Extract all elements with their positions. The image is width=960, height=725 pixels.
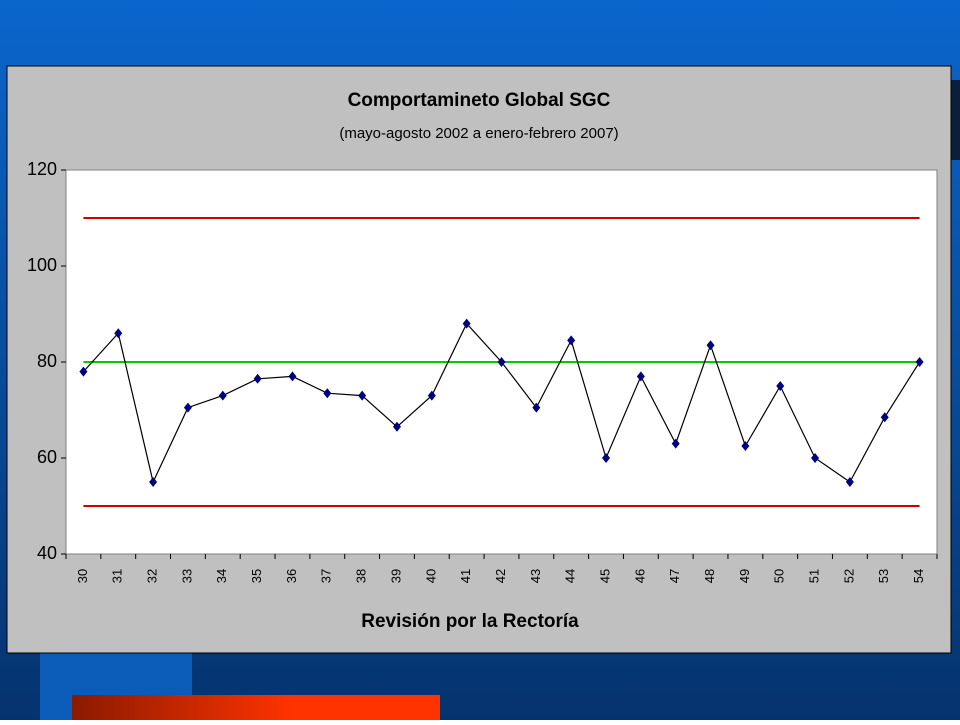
data-marker: [392, 421, 401, 432]
x-tick-label: 48: [702, 569, 717, 583]
x-tick-label: 49: [737, 569, 752, 583]
data-marker: [497, 357, 506, 367]
y-tick-label: 40: [37, 543, 57, 563]
x-tick-label: 35: [249, 569, 264, 583]
x-tick-label: 44: [563, 569, 578, 583]
data-marker: [183, 402, 192, 413]
x-tick-label: 46: [632, 569, 647, 583]
x-tick-label: 40: [423, 569, 438, 583]
x-axis-label: Revisión por la Rectoría: [361, 611, 579, 632]
data-marker: [149, 477, 158, 487]
data-marker: [671, 438, 680, 449]
y-tick-label: 80: [37, 351, 57, 371]
data-marker: [880, 412, 889, 423]
x-tick-label: 36: [284, 569, 299, 583]
x-tick-label: 34: [214, 569, 229, 583]
chart-title: Comportamineto Global SGC: [348, 90, 611, 111]
data-marker: [462, 318, 471, 329]
x-tick-label: 39: [388, 569, 403, 583]
y-tick-label: 100: [27, 255, 57, 275]
chart-subtitle: (mayo-agosto 2002 a enero-febrero 2007): [339, 125, 618, 142]
y-tick-label: 60: [37, 447, 57, 467]
data-marker: [427, 390, 436, 401]
data-marker: [811, 453, 820, 463]
x-tick-label: 30: [75, 569, 90, 583]
x-tick-label: 51: [806, 569, 821, 583]
data-marker: [776, 381, 785, 391]
data-marker: [218, 390, 227, 401]
data-marker: [358, 390, 367, 401]
x-tick-label: 50: [772, 569, 787, 583]
data-marker: [79, 366, 88, 377]
x-tick-label: 37: [319, 569, 334, 583]
x-tick-label: 53: [876, 569, 891, 583]
data-marker: [636, 371, 645, 382]
data-marker: [706, 340, 715, 351]
x-tick-label: 52: [841, 569, 856, 583]
data-marker: [532, 402, 541, 413]
data-marker: [567, 335, 576, 346]
x-tick-label: 47: [667, 569, 682, 583]
x-tick-label: 43: [528, 569, 543, 583]
data-marker: [114, 328, 123, 339]
x-tick-label: 32: [145, 569, 160, 583]
x-tick-label: 31: [110, 569, 125, 583]
x-tick-label: 45: [597, 569, 612, 583]
decor: [72, 695, 440, 720]
data-marker: [288, 371, 297, 382]
x-tick-label: 33: [179, 569, 194, 583]
data-marker: [323, 388, 332, 399]
x-tick-label: 54: [911, 569, 926, 583]
data-marker: [602, 453, 611, 463]
x-tick-label: 38: [354, 569, 369, 583]
x-tick-label: 42: [493, 569, 508, 583]
x-tick-label: 41: [458, 569, 473, 583]
data-marker: [845, 477, 854, 487]
decor: [951, 80, 960, 160]
data-marker: [741, 441, 750, 451]
data-marker: [253, 373, 262, 384]
y-tick-label: 120: [27, 159, 57, 179]
data-marker: [915, 357, 924, 367]
